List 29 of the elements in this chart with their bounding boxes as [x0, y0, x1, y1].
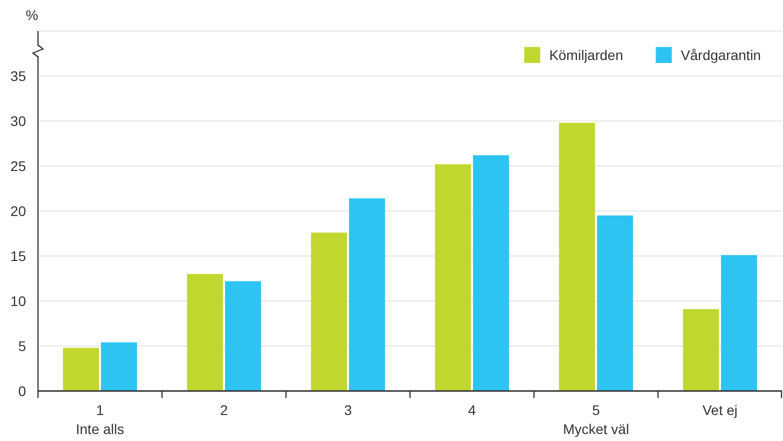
bar: [473, 155, 509, 391]
legend-label: Kömiljarden: [549, 47, 624, 63]
y-tick-label: 25: [10, 158, 26, 174]
bar: [225, 281, 261, 391]
y-tick-label: 0: [18, 382, 26, 399]
x-tick-label: 1 Inte alls: [76, 402, 124, 437]
x-tick-label: 3: [344, 402, 352, 418]
y-axis-title: %: [26, 7, 38, 23]
bar: [559, 122, 595, 391]
y-tick-label: 10: [10, 292, 26, 309]
bar: [187, 274, 223, 391]
y-tick-label: 15: [10, 248, 26, 264]
bar: [597, 216, 633, 391]
bar: [721, 255, 757, 391]
bar: [101, 342, 137, 391]
bar: [311, 232, 347, 391]
y-tick-label: 5: [18, 338, 26, 354]
y-tick-label: 35: [10, 68, 26, 84]
x-tick-label: Vet ej: [702, 402, 738, 418]
y-tick-label: 20: [10, 202, 26, 219]
x-tick-label: 5 Mycket väl: [562, 402, 630, 437]
x-tick-label: 4: [468, 402, 476, 418]
y-tick-label: 30: [10, 112, 26, 129]
bar: [435, 164, 471, 391]
bar: [63, 348, 99, 391]
bar: [683, 309, 719, 391]
legend-label: Vårdgarantin: [680, 47, 761, 63]
bar: [349, 198, 385, 391]
x-tick-label: 2: [220, 402, 228, 418]
